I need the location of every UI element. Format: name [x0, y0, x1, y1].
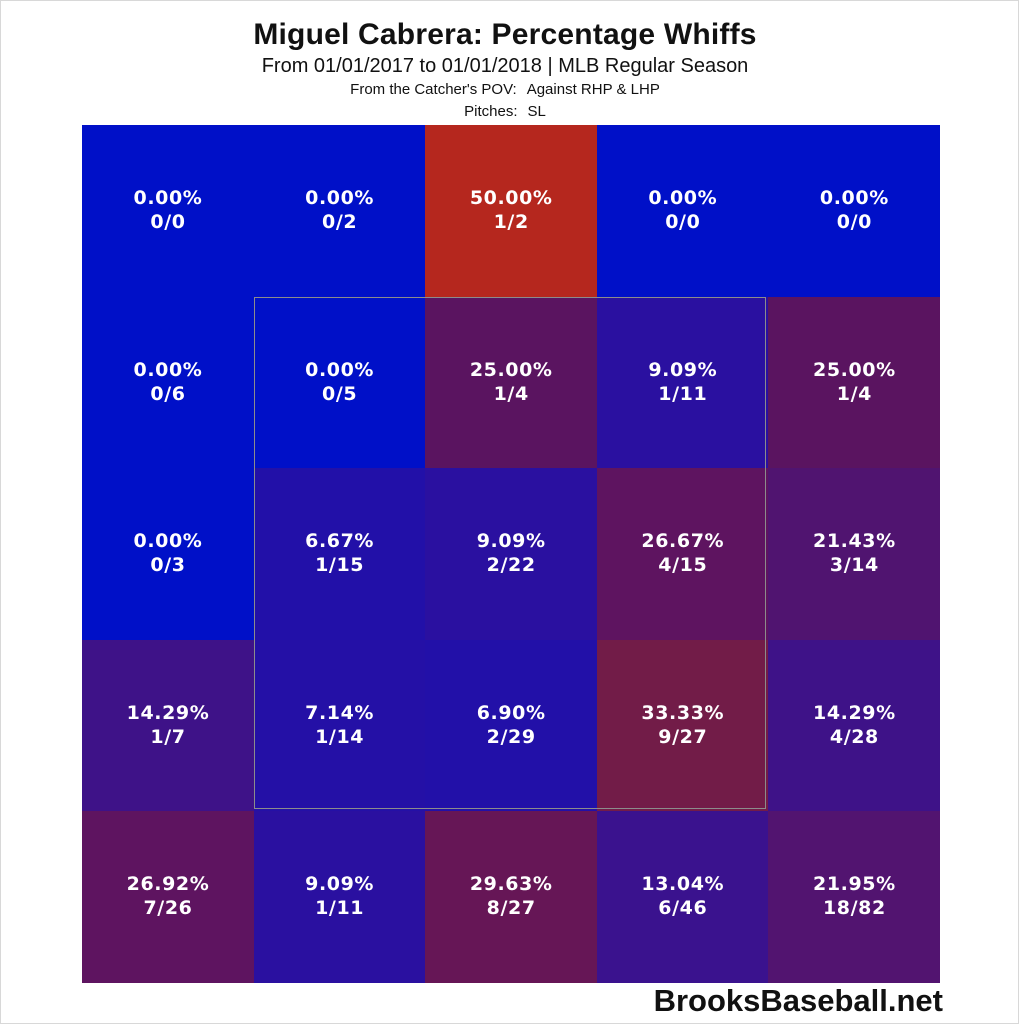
cell-fraction: 8/27 [486, 897, 536, 920]
heatmap-cell: 0.00% 0/5 [253, 296, 426, 469]
heatmap-cell: 0.00% 0/0 [768, 125, 941, 297]
cell-percentage: 26.67% [641, 530, 725, 553]
cell-fraction: 1/15 [315, 554, 365, 577]
cell-percentage: 6.67% [305, 530, 375, 553]
cell-percentage: 14.29% [813, 701, 896, 724]
cell-percentage: 50.00% [469, 187, 553, 209]
cell-fraction: 1/2 [493, 211, 529, 233]
heatmap-cell: 0.00% 0/3 [82, 468, 254, 641]
cell-fraction: 0/2 [322, 211, 358, 233]
cell-percentage: 6.90% [476, 701, 546, 724]
cell-percentage: 21.43% [813, 530, 896, 553]
heatmap-cell: 6.67% 1/15 [253, 468, 426, 641]
pitches-value: SL [527, 103, 546, 120]
cell-fraction: 18/82 [822, 897, 886, 920]
cell-percentage: 13.04% [641, 873, 725, 896]
heatmap-cell: 25.00% 1/4 [768, 296, 941, 469]
heatmap-cell: 6.90% 2/29 [425, 639, 598, 812]
cell-percentage: 0.00% [133, 187, 203, 209]
cell-fraction: 1/7 [150, 725, 186, 748]
heatmap-cell: 7.14% 1/14 [253, 639, 426, 812]
cell-percentage: 33.33% [641, 701, 725, 724]
cell-fraction: 6/46 [658, 897, 708, 920]
pitches-label: Pitches: [464, 103, 518, 120]
heatmap-cell: 26.92% 7/26 [82, 811, 254, 984]
heatmap-cell: 0.00% 0/0 [596, 125, 769, 297]
cell-fraction: 0/0 [665, 211, 701, 233]
against-label: Against RHP & LHP [526, 81, 660, 98]
heatmap-cell: 9.09% 2/22 [425, 468, 598, 641]
cell-percentage: 0.00% [819, 187, 889, 209]
pitches-line: Pitches: SL [0, 103, 1010, 120]
chart-subtitle: From 01/01/2017 to 01/01/2018 | MLB Regu… [261, 55, 749, 77]
cell-percentage: 0.00% [305, 358, 375, 381]
cell-percentage: 9.09% [305, 873, 375, 896]
heatmap-cell: 26.67% 4/15 [596, 468, 769, 641]
cell-fraction: 2/22 [486, 554, 536, 577]
cell-fraction: 3/14 [829, 554, 879, 577]
cell-percentage: 21.95% [813, 873, 896, 896]
cell-fraction: 0/6 [150, 382, 186, 405]
pov-line: From the Catcher's POV: Against RHP & LHP [0, 81, 1010, 98]
pov-label: From the Catcher's POV: [350, 81, 517, 98]
cell-percentage: 26.92% [126, 873, 210, 896]
cell-fraction: 4/28 [829, 725, 879, 748]
cell-percentage: 25.00% [813, 358, 896, 381]
cell-fraction: 0/0 [150, 211, 186, 233]
cell-fraction: 1/4 [836, 382, 872, 405]
cell-percentage: 14.29% [126, 701, 210, 724]
heatmap-cell: 0.00% 0/2 [253, 125, 426, 297]
cell-percentage: 25.00% [469, 358, 553, 381]
cell-percentage: 7.14% [305, 701, 375, 724]
heatmap-cell: 9.09% 1/11 [253, 811, 426, 984]
cell-fraction: 0/3 [150, 554, 186, 577]
cell-percentage: 9.09% [476, 530, 546, 553]
heatmap-cell: 50.00% 1/2 [425, 125, 598, 297]
cell-fraction: 7/26 [143, 897, 193, 920]
heatmap-cell: 14.29% 4/28 [768, 639, 941, 812]
heatmap-cell: 13.04% 6/46 [596, 811, 769, 984]
cell-fraction: 4/15 [658, 554, 708, 577]
cell-percentage: 29.63% [469, 873, 553, 896]
heatmap-cell: 25.00% 1/4 [425, 296, 598, 469]
cell-fraction: 1/14 [315, 725, 365, 748]
cell-fraction: 1/11 [315, 897, 365, 920]
whiff-heatmap: 0.00% 0/0 0.00% 0/2 50.00% 1/2 0.00% 0/0 0.00% 0/… [82, 125, 941, 984]
brand-watermark: BrooksBaseball.net [653, 983, 943, 1018]
chart-title: Miguel Cabrera: Percentage Whiffs [253, 18, 757, 51]
heatmap-cell: 14.29% 1/7 [82, 639, 254, 812]
cell-fraction: 1/11 [658, 382, 708, 405]
cell-fraction: 0/5 [322, 382, 358, 405]
cell-percentage: 0.00% [648, 187, 718, 209]
heatmap-cell: 0.00% 0/6 [82, 296, 254, 469]
cell-percentage: 9.09% [648, 358, 718, 381]
cell-percentage: 0.00% [305, 187, 375, 209]
cell-percentage: 0.00% [133, 358, 203, 381]
heatmap-cell: 21.95% 18/82 [768, 811, 941, 984]
cell-fraction: 2/29 [486, 725, 536, 748]
heatmap-cell: 9.09% 1/11 [596, 296, 769, 469]
heatmap-cell: 21.43% 3/14 [768, 468, 941, 641]
heatmap-cell: 0.00% 0/0 [82, 125, 254, 297]
cell-fraction: 1/4 [493, 382, 529, 405]
cell-fraction: 9/27 [658, 725, 708, 748]
cell-fraction: 0/0 [836, 211, 872, 233]
heatmap-cell: 29.63% 8/27 [425, 811, 598, 984]
cell-percentage: 0.00% [133, 530, 203, 553]
heatmap-cell: 33.33% 9/27 [596, 639, 769, 812]
